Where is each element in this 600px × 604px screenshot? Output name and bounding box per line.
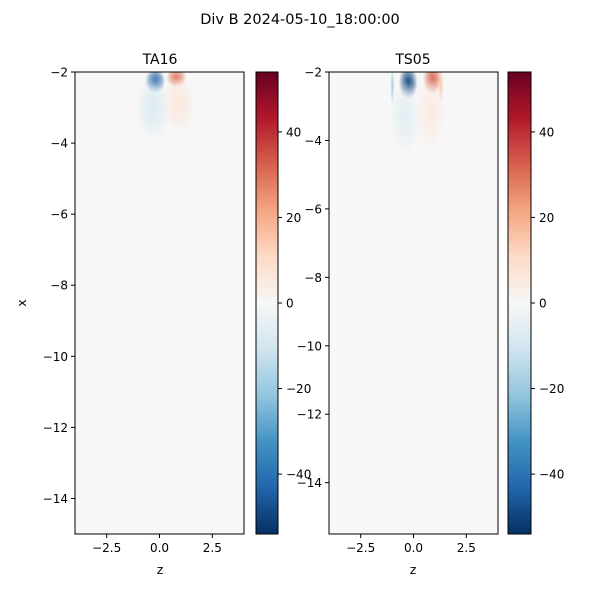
x-axis-label-ts05: z xyxy=(410,562,417,577)
colorbar-tick-label: 20 xyxy=(539,211,554,225)
colorbar-tick-label: 0 xyxy=(539,297,547,311)
panel-title-ts05: TS05 xyxy=(394,52,430,68)
x-tick-label: −2.5 xyxy=(92,541,121,555)
heatmap-feature xyxy=(136,73,171,142)
y-tick-label: −14 xyxy=(43,492,68,506)
y-tick-label: −8 xyxy=(50,279,68,293)
x-axis-ta16: −2.5 0.0 2.5 xyxy=(92,534,222,555)
heatmap-ta16 xyxy=(74,71,245,535)
y-tick-label: −10 xyxy=(43,350,68,364)
x-axis-label-ta16: z xyxy=(157,562,164,577)
y-tick-label: −8 xyxy=(304,271,322,285)
y-tick-label: −12 xyxy=(43,421,68,435)
x-tick-label: −2.5 xyxy=(346,541,375,555)
x-axis-ts05: −2.5 0.0 2.5 xyxy=(346,534,476,555)
colorbar-ta16: −40 −20 0 20 40 xyxy=(255,71,311,535)
heatmap-feature xyxy=(415,74,446,152)
x-tick-label: 2.5 xyxy=(457,541,476,555)
colorbar-tick-label: 0 xyxy=(286,297,294,311)
colorbar-tick-label: 40 xyxy=(286,125,301,139)
x-tick-label: 0.0 xyxy=(404,541,423,555)
colorbar-tick-label: −40 xyxy=(286,468,311,482)
colorbar-tick-label: −20 xyxy=(539,382,564,396)
x-tick-label: 0.0 xyxy=(150,541,169,555)
colorbar-tick-label: −20 xyxy=(286,382,311,396)
heatmap-background xyxy=(329,72,498,534)
y-tick-label: −6 xyxy=(304,202,322,216)
x-tick-label: 2.5 xyxy=(203,541,222,555)
y-tick-label: −2 xyxy=(50,66,68,80)
y-tick-label: −12 xyxy=(297,408,322,422)
colorbar-ts05: −40 −20 0 20 40 xyxy=(507,71,564,535)
heatmap-feature xyxy=(389,78,421,155)
heatmap-background xyxy=(75,72,244,534)
y-tick-label: −14 xyxy=(297,476,322,490)
colorbar-gradient xyxy=(507,71,532,535)
panel-ta16: TA16 −2.5 0.0 2.5 −2 −4 −6 −8 −10 −12 −14 z x −4… xyxy=(14,52,311,577)
heatmap-feature xyxy=(161,75,196,133)
panel-ts05: TS05 −2.5 0.0 2.5 −2−4−6−8−10−12−14 z −40−… xyxy=(297,52,565,577)
y-tick-label: −2 xyxy=(304,66,322,80)
colorbar-gradient xyxy=(255,71,279,535)
heatmap-ts05 xyxy=(328,71,499,535)
colorbar-tick-label: −40 xyxy=(539,468,564,482)
colorbar-tick-label: 40 xyxy=(539,125,554,139)
y-tick-label: −10 xyxy=(297,339,322,353)
y-tick-label: −4 xyxy=(304,134,322,148)
figure-suptitle: Div B 2024-05-10_18:00:00 xyxy=(200,12,400,28)
y-axis-ts05: −2 −4 −6 −8 −10 −12 −14 xyxy=(297,66,329,490)
y-tick-label: −6 xyxy=(50,208,68,222)
y-axis-label-ta16: x xyxy=(14,299,29,306)
y-axis-ta16: −2 −4 −6 −8 −10 −12 −14 xyxy=(43,66,75,506)
panel-title-ta16: TA16 xyxy=(142,52,178,68)
y-tick-label: −4 xyxy=(50,137,68,151)
colorbar-tick-label: 20 xyxy=(286,211,301,225)
